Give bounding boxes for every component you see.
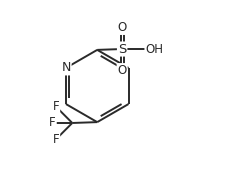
Text: F: F (53, 100, 59, 113)
Text: F: F (49, 116, 56, 130)
Text: S: S (118, 42, 126, 56)
Text: OH: OH (145, 42, 163, 56)
Text: O: O (117, 21, 127, 34)
Text: F: F (53, 133, 59, 146)
Text: N: N (61, 61, 71, 74)
Text: O: O (117, 64, 127, 77)
